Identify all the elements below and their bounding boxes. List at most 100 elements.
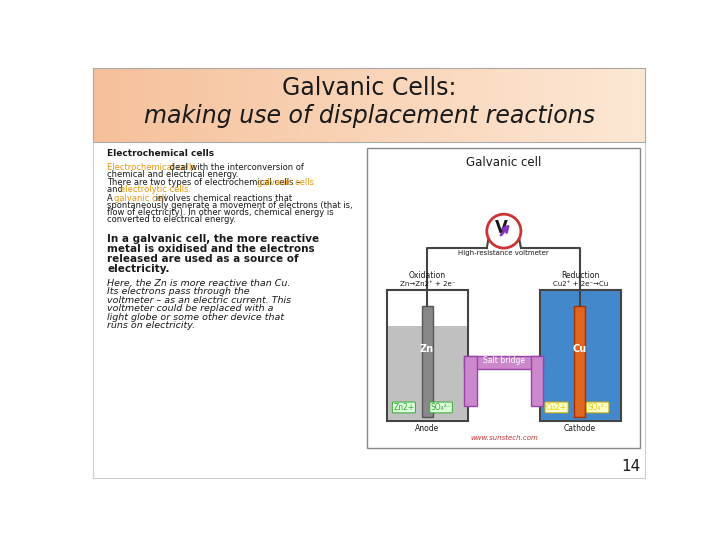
- Bar: [289, 68, 292, 142]
- Text: SO₄²⁻: SO₄²⁻: [431, 403, 451, 412]
- Bar: [251, 68, 253, 142]
- Bar: [347, 68, 350, 142]
- Bar: [612, 68, 615, 142]
- Bar: [102, 68, 104, 142]
- Bar: [466, 68, 469, 142]
- Bar: [595, 68, 598, 142]
- Bar: [587, 68, 590, 142]
- Bar: [499, 68, 502, 142]
- Bar: [623, 68, 626, 142]
- Text: making use of displacement reactions: making use of displacement reactions: [143, 104, 595, 127]
- Bar: [239, 68, 243, 142]
- Bar: [129, 68, 132, 142]
- Bar: [278, 68, 281, 142]
- FancyBboxPatch shape: [367, 148, 640, 448]
- Text: Electrochemical cells: Electrochemical cells: [107, 150, 214, 159]
- Bar: [485, 68, 488, 142]
- Bar: [96, 68, 99, 142]
- Bar: [480, 68, 482, 142]
- Text: Zn: Zn: [420, 345, 434, 354]
- Bar: [394, 68, 397, 142]
- Bar: [294, 68, 297, 142]
- Bar: [504, 68, 508, 142]
- Text: SO₄²⁻: SO₄²⁻: [588, 403, 608, 412]
- Text: Zn→Zn2⁺ + 2e⁻: Zn→Zn2⁺ + 2e⁻: [400, 281, 455, 287]
- Bar: [582, 68, 585, 142]
- Bar: [184, 68, 187, 142]
- Text: Cu2⁺ + 2e⁻→Cu: Cu2⁺ + 2e⁻→Cu: [552, 281, 608, 287]
- Bar: [118, 68, 121, 142]
- Bar: [258, 68, 262, 142]
- Bar: [272, 68, 276, 142]
- Bar: [416, 68, 419, 142]
- Text: voltmeter – as an electric current. This: voltmeter – as an electric current. This: [107, 296, 291, 305]
- Bar: [546, 68, 549, 142]
- Bar: [366, 68, 369, 142]
- Bar: [192, 68, 196, 142]
- Bar: [433, 68, 436, 142]
- Text: Galvanic Cells:: Galvanic Cells:: [282, 76, 456, 100]
- Bar: [413, 68, 416, 142]
- Bar: [554, 68, 557, 142]
- Bar: [408, 68, 411, 142]
- Bar: [620, 68, 624, 142]
- Bar: [159, 68, 163, 142]
- Bar: [297, 68, 300, 142]
- Bar: [629, 68, 631, 142]
- Bar: [209, 68, 212, 142]
- Bar: [267, 68, 270, 142]
- Text: Cu: Cu: [572, 345, 587, 354]
- Bar: [341, 68, 345, 142]
- Bar: [562, 68, 565, 142]
- Bar: [311, 68, 314, 142]
- Bar: [292, 68, 295, 142]
- Bar: [104, 68, 107, 142]
- Bar: [598, 68, 601, 142]
- Bar: [457, 68, 460, 142]
- Bar: [565, 68, 568, 142]
- Text: voltmeter could be replaced with a: voltmeter could be replaced with a: [107, 304, 274, 313]
- Text: V: V: [495, 219, 508, 237]
- Bar: [336, 68, 339, 142]
- Bar: [364, 68, 366, 142]
- Bar: [115, 68, 118, 142]
- Text: electricity.: electricity.: [107, 264, 169, 274]
- Bar: [237, 68, 240, 142]
- Bar: [573, 68, 576, 142]
- Bar: [204, 68, 207, 142]
- Text: A: A: [107, 194, 115, 203]
- Bar: [314, 68, 317, 142]
- Bar: [438, 68, 441, 142]
- Text: electrolytic cells.: electrolytic cells.: [120, 185, 192, 194]
- FancyBboxPatch shape: [575, 306, 585, 417]
- Bar: [380, 68, 383, 142]
- Bar: [225, 68, 229, 142]
- Bar: [261, 68, 264, 142]
- Bar: [287, 68, 289, 142]
- Bar: [264, 68, 267, 142]
- Text: flow of electricity). In other words, chemical energy is: flow of electricity). In other words, ch…: [107, 208, 333, 217]
- Bar: [537, 68, 541, 142]
- Bar: [353, 68, 356, 142]
- Bar: [374, 68, 378, 142]
- Bar: [369, 68, 372, 142]
- Bar: [355, 68, 359, 142]
- Bar: [126, 68, 130, 142]
- Bar: [523, 68, 526, 142]
- Bar: [482, 68, 485, 142]
- Bar: [361, 68, 364, 142]
- FancyBboxPatch shape: [387, 291, 468, 421]
- Bar: [217, 68, 220, 142]
- Bar: [521, 68, 524, 142]
- Bar: [330, 68, 333, 142]
- Bar: [435, 68, 438, 142]
- Bar: [471, 68, 474, 142]
- Bar: [220, 68, 223, 142]
- Bar: [138, 68, 140, 142]
- Bar: [284, 68, 287, 142]
- Bar: [609, 68, 612, 142]
- Bar: [171, 68, 174, 142]
- Text: 14: 14: [621, 460, 640, 475]
- Bar: [493, 68, 496, 142]
- Text: galvanic cell: galvanic cell: [114, 194, 166, 203]
